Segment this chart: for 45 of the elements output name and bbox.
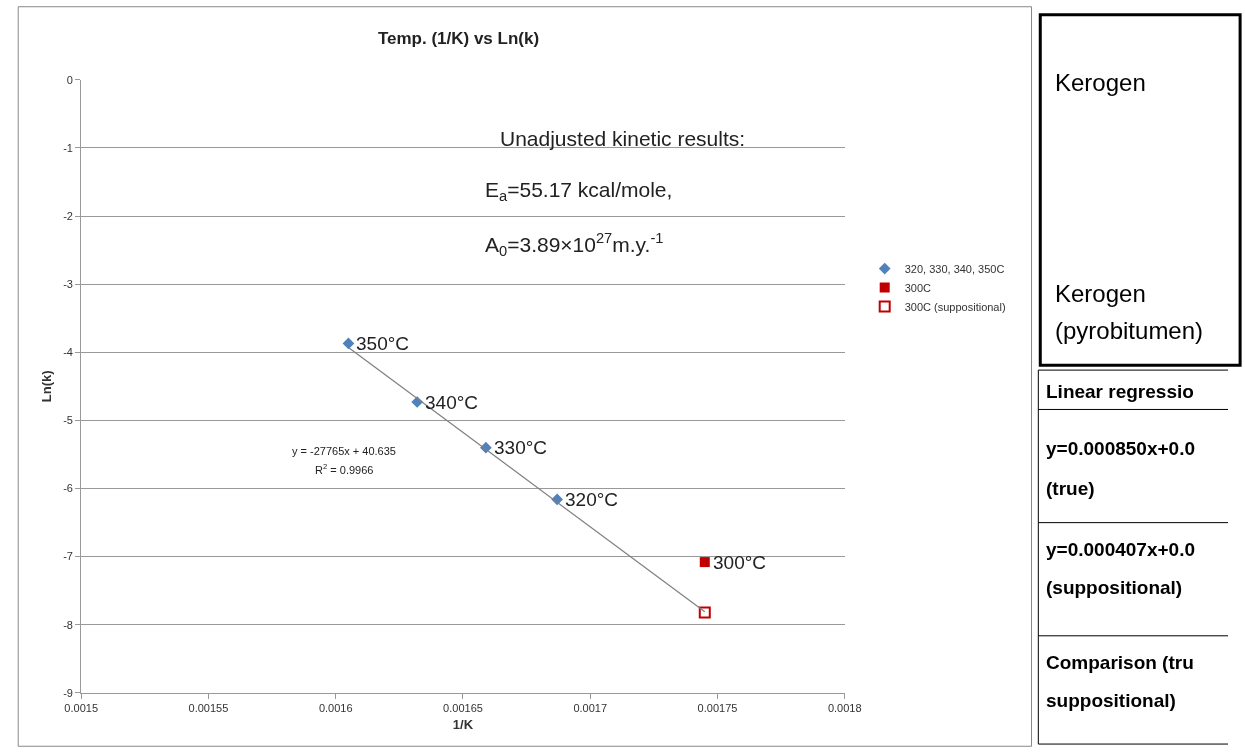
y-tick-label: -2 bbox=[63, 209, 73, 222]
x-tick-label: 0.00175 bbox=[697, 702, 738, 715]
text: (pyrobitumen) bbox=[1055, 317, 1204, 344]
annotation: 350°C bbox=[356, 333, 410, 354]
legend-label: 300C bbox=[904, 281, 932, 294]
text: Comparison (tru bbox=[1046, 652, 1194, 673]
y-tick-label: 0 bbox=[66, 73, 73, 86]
legend-label: 320, 330, 340, 350C bbox=[904, 262, 1005, 275]
annotation: A$_{0}$=3.89×10$^{27}$m.y.$^{-1}$ bbox=[485, 230, 664, 260]
text: Linear regressio bbox=[1046, 381, 1194, 402]
text: suppositional) bbox=[1046, 690, 1176, 711]
annotation: 320°C bbox=[565, 489, 619, 510]
annotation: E$_{a}$=55.17 kcal/mole, bbox=[485, 178, 673, 205]
y-tick-label: -9 bbox=[63, 686, 73, 699]
annotation: y = -27765x + 40.635 bbox=[292, 445, 396, 457]
y-tick-label: -1 bbox=[63, 141, 73, 154]
annotation: R$^{2}$ = 0.9966 bbox=[315, 462, 374, 476]
x-tick-label: 0.00155 bbox=[188, 702, 229, 715]
annotation: 300°C bbox=[713, 552, 767, 573]
x-tick-label: 0.0016 bbox=[318, 702, 353, 715]
point bbox=[698, 606, 711, 619]
text: Kerogen bbox=[1055, 69, 1146, 96]
annotation: Unadjusted kinetic results: bbox=[500, 127, 746, 150]
annotation: 340°C bbox=[425, 392, 479, 413]
text: y=0.000850x+0.0 bbox=[1046, 438, 1195, 459]
y-tick-label: -5 bbox=[63, 414, 73, 427]
x-tick-label: 0.0015 bbox=[64, 702, 99, 715]
y-tick-label: -3 bbox=[63, 278, 73, 291]
text: Kerogen bbox=[1055, 280, 1146, 307]
y-axis-title: Ln(k) bbox=[39, 370, 55, 403]
legend-label: 300C (suppositional) bbox=[904, 300, 1006, 313]
y-tick-label: -4 bbox=[63, 346, 73, 359]
text: (suppositional) bbox=[1046, 577, 1183, 598]
x-tick-label: 0.00165 bbox=[443, 702, 483, 715]
y-tick-label: -7 bbox=[63, 550, 73, 563]
chart-title: Temp. (1/K) vs Ln(k) bbox=[377, 28, 540, 48]
annotation: 330°C bbox=[494, 437, 548, 458]
x-tick-label: 0.0017 bbox=[573, 702, 608, 715]
text: y=0.000407x+0.0 bbox=[1046, 539, 1195, 560]
y-tick-label: -8 bbox=[63, 618, 73, 631]
x-axis-title: 1/K bbox=[452, 716, 474, 732]
text: (true) bbox=[1046, 478, 1095, 499]
y-tick-label: -6 bbox=[63, 482, 73, 495]
x-tick-label: 0.0018 bbox=[827, 702, 862, 715]
point bbox=[699, 557, 710, 568]
